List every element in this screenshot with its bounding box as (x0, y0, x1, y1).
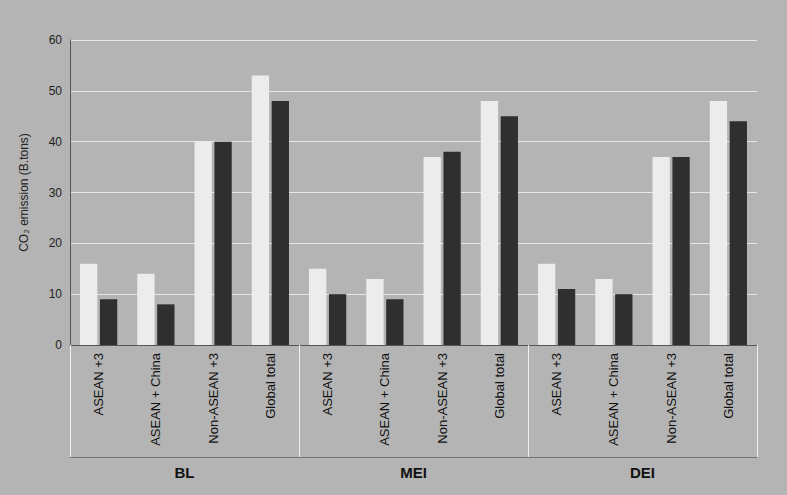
svg-text:Non-ASEAN +3: Non-ASEAN +3 (664, 353, 679, 444)
svg-text:60: 60 (49, 33, 63, 47)
svg-text:DEI: DEI (630, 464, 655, 481)
svg-text:40: 40 (49, 135, 63, 149)
svg-text:BL: BL (175, 464, 195, 481)
svg-text:Non-ASEAN +3: Non-ASEAN +3 (435, 353, 450, 444)
svg-text:ASEAN + China: ASEAN + China (377, 352, 392, 446)
svg-text:ASEAN + China: ASEAN + China (148, 352, 163, 446)
svg-text:Global total: Global total (492, 353, 507, 419)
svg-text:Global total: Global total (721, 353, 736, 419)
svg-text:Non-ASEAN +3: Non-ASEAN +3 (206, 353, 221, 444)
svg-text:10: 10 (49, 287, 63, 301)
svg-text:50: 50 (49, 84, 63, 98)
svg-text:ASEAN +3: ASEAN +3 (549, 353, 564, 416)
svg-text:0: 0 (55, 338, 62, 352)
svg-text:ASEAN +3: ASEAN +3 (91, 353, 106, 416)
svg-text:Global total: Global total (263, 353, 278, 419)
svg-text:ASEAN +3: ASEAN +3 (320, 353, 335, 416)
svg-text:ASEAN + China: ASEAN + China (606, 352, 621, 446)
svg-text:CO₂ emission (B.tons): CO₂ emission (B.tons) (17, 133, 31, 252)
svg-text:MEI: MEI (400, 464, 427, 481)
svg-text:30: 30 (49, 186, 63, 200)
svg-text:20: 20 (49, 236, 63, 250)
